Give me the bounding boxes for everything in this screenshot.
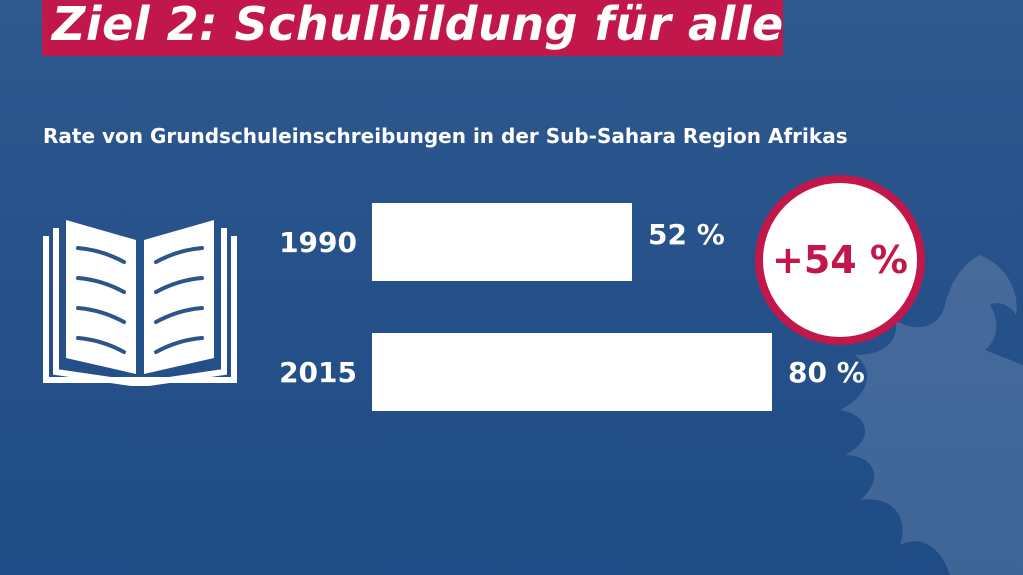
- title-banner: [42, 0, 783, 56]
- value-label-2015: 80 %: [788, 356, 865, 389]
- category-label-2015: 2015: [279, 356, 357, 389]
- bar-1990: [372, 203, 632, 281]
- category-label-1990: 1990: [279, 226, 357, 259]
- increase-badge: +54 %: [755, 175, 925, 345]
- book-icon: [43, 220, 237, 386]
- value-label-1990: 52 %: [648, 218, 725, 251]
- bar-2015: [372, 333, 772, 411]
- page-title: Ziel 2: Schulbildung für alle: [52, 0, 784, 51]
- eagle-watermark-icon: [840, 255, 1023, 575]
- increase-badge-label: +54 %: [771, 238, 909, 282]
- chart-subtitle: Rate von Grundschuleinschreibungen in de…: [43, 124, 848, 148]
